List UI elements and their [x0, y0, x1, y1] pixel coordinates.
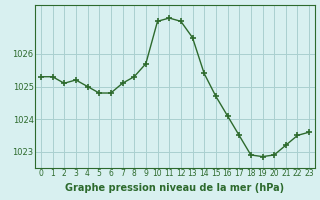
X-axis label: Graphe pression niveau de la mer (hPa): Graphe pression niveau de la mer (hPa): [65, 183, 284, 193]
